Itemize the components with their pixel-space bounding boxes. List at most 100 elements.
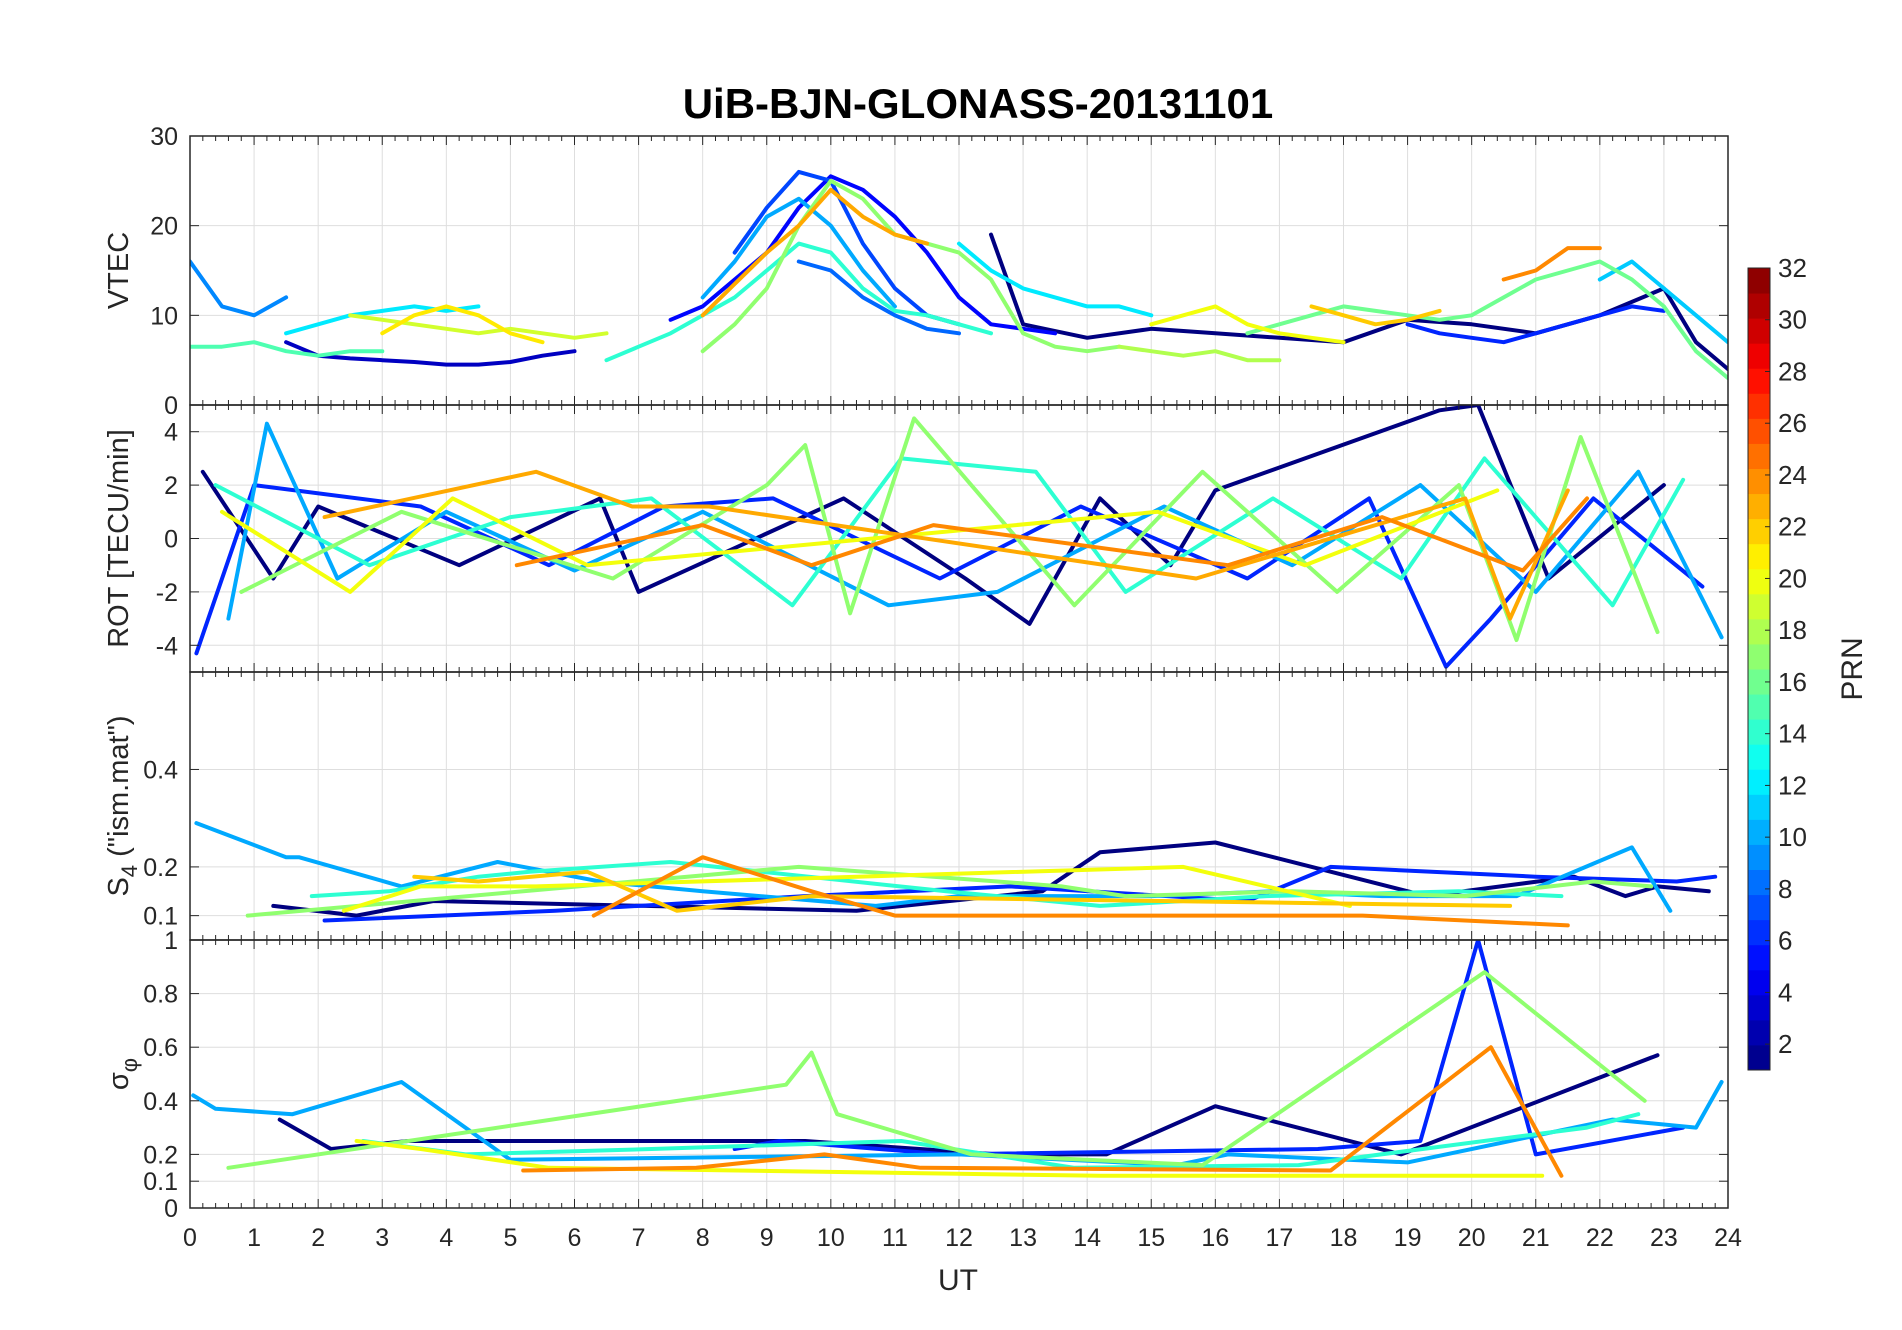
colorbar-segment [1748, 744, 1770, 770]
colorbar-segment [1748, 969, 1770, 996]
colorbar-segment [1748, 919, 1770, 946]
colorbar-segment [1748, 618, 1770, 645]
colorbar-tick-label: 18 [1778, 615, 1807, 645]
y-axis-label-s4: S4 ("ism.mat") [103, 715, 142, 896]
colorbar-label: PRN [1836, 637, 1869, 700]
y-tick-label: 0.2 [143, 854, 178, 882]
colorbar-segment [1748, 794, 1770, 820]
series-prn-12 [957, 241, 1154, 318]
y-tick-label: 0.4 [143, 1088, 178, 1116]
y-axis-label-vtec: VTEC [103, 232, 135, 309]
colorbar-segment [1748, 443, 1770, 469]
x-tick-label: 15 [1137, 1224, 1165, 1252]
series-prn-20 [220, 488, 1500, 594]
colorbar-segment [1748, 894, 1770, 921]
series-prn-21 [380, 304, 545, 345]
series-prn-22 [1309, 304, 1442, 327]
series-prn-15 [190, 340, 385, 358]
x-tick-label: 18 [1330, 1224, 1358, 1252]
series-prn-24 [591, 855, 1570, 928]
x-tick-label: 8 [696, 1224, 710, 1252]
y-tick-label: 1 [164, 927, 178, 955]
series-prn-12 [284, 304, 481, 336]
y-tick-label: 0 [164, 392, 178, 420]
panel-sigma_phi: 00.10.2 0.4 0.6 0.8 1 σφ [103, 927, 1729, 1223]
x-tick-label: 12 [945, 1224, 973, 1252]
colorbar-segment [1748, 643, 1770, 670]
y-tick-label: 0 [164, 526, 178, 554]
x-tick-label: 13 [1009, 1224, 1037, 1252]
x-tick-label: 22 [1586, 1224, 1614, 1252]
x-tick-label: 3 [375, 1224, 389, 1252]
series-prn-23 [700, 187, 929, 318]
colorbar-segment [1748, 1044, 1770, 1071]
colorbar-tick-label: 8 [1778, 874, 1792, 904]
series-group-s4 [194, 821, 1718, 928]
series-prn-7 [732, 169, 961, 327]
colorbar-tick-label: 14 [1778, 719, 1807, 749]
x-tick-label: 23 [1650, 1224, 1678, 1252]
colorbar-segment [1748, 418, 1770, 444]
colorbar-tick-label: 24 [1778, 460, 1807, 490]
colorbar-segment [1748, 568, 1770, 595]
x-tick-label: 4 [439, 1224, 453, 1252]
colorbar-segment [1748, 669, 1770, 695]
colorbar-segment [1748, 593, 1770, 620]
colorbar-segment [1748, 944, 1770, 971]
colorbar-frame [1747, 267, 1771, 1071]
colorbar-tick-label: 20 [1778, 563, 1807, 593]
colorbar-segment [1748, 318, 1770, 344]
colorbar-segment [1748, 844, 1770, 870]
x-tick-label: 5 [503, 1224, 517, 1252]
y-tick-label: 0.6 [143, 1034, 178, 1062]
colorbar-segment [1748, 293, 1770, 319]
series-prn-22 [412, 869, 1513, 913]
y-tick-label: 0.1 [143, 903, 178, 931]
series-prn-14 [213, 456, 1686, 608]
x-tick-label: 21 [1522, 1224, 1550, 1252]
series-prn-1 [989, 232, 1728, 372]
y-axis-label-rot: ROT [TECU/min] [103, 429, 135, 648]
panel-rot: -4 -2 0 2 4 ROT [TECU/min] [103, 404, 1729, 673]
series-prn-10 [700, 196, 897, 309]
colorbar-tick-label: 4 [1778, 977, 1792, 1007]
colorbar-segment [1748, 518, 1770, 545]
series-prn-17 [245, 864, 1654, 918]
series-prn-3 [284, 340, 577, 367]
x-tick-label: 9 [760, 1224, 774, 1252]
colorbar-tick-label: 32 [1778, 253, 1807, 283]
colorbar-segment [1748, 343, 1770, 369]
series-prn-9 [190, 259, 289, 318]
colorbar-segment [1748, 368, 1770, 394]
y-tick-label: 0 [164, 1195, 178, 1223]
y-axis-label-sigma_phi: σφ [103, 1058, 142, 1090]
colorbar-tick-label: 16 [1778, 667, 1807, 697]
x-axis-label: UT [938, 1264, 978, 1297]
x-tick-label: 2 [311, 1224, 325, 1252]
colorbar-segment [1748, 468, 1770, 495]
x-tick-label: 17 [1266, 1224, 1294, 1252]
colorbar-segment [1748, 543, 1770, 570]
colorbar-tick-label: 30 [1778, 305, 1807, 335]
colorbar-segment [1748, 1019, 1770, 1046]
x-tick-label: 10 [817, 1224, 845, 1252]
series-prn-8 [796, 259, 961, 336]
y-tick-label: -4 [156, 632, 178, 660]
x-tick-labels: 0 1 2 3 4 5 6 7 8 9 10 11 12 13 14 15 16 17 18 19 20 21 22 23 24 [183, 1224, 1742, 1252]
y-tick-label: 20 [150, 213, 178, 241]
series-group-sigma_phi [191, 940, 1724, 1178]
y-tick-label: 0.2 [143, 1141, 178, 1169]
colorbar-segment [1748, 819, 1770, 845]
y-tick-label: 0.8 [143, 981, 178, 1009]
x-tick-label: 16 [1201, 1224, 1229, 1252]
series-prn-11 [1597, 259, 1728, 345]
colorbar-segment [1748, 869, 1770, 896]
panel-vtec: 0 10 20 30 VTEC [103, 123, 1729, 420]
x-tick-label: 0 [183, 1224, 197, 1252]
series-prn-19 [348, 313, 609, 340]
series-group-rot [194, 405, 1724, 669]
series-prn-18 [1117, 344, 1282, 363]
series-prn-14 [604, 241, 993, 363]
